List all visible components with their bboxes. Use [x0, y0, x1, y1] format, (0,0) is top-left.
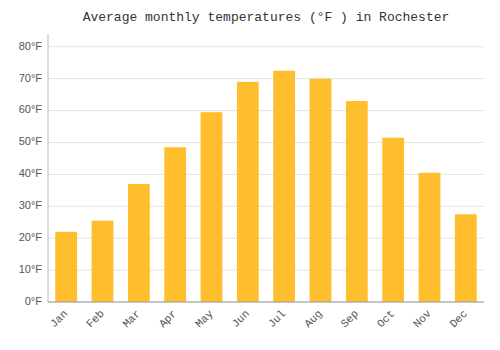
bar — [128, 184, 150, 302]
x-tick-label: Oct — [375, 308, 397, 330]
bar — [164, 147, 186, 302]
x-axis-line — [48, 302, 484, 303]
x-tick-label: Jan — [48, 308, 70, 330]
chart: 0°F 10°F 20°F 30°F 40°F 50°F 60°F 70°F 80°F Jan Fe… — [0, 0, 500, 350]
x-tick-label: Mar — [121, 308, 143, 330]
y-tick-labels: 0°F 10°F 20°F 30°F 40°F 50°F 60°F 70°F 80°F — [19, 40, 43, 307]
bar — [382, 138, 404, 302]
y-tick-label: 70°F — [19, 72, 43, 84]
grid-line — [48, 46, 484, 47]
bar — [237, 82, 259, 302]
y-tick-label: 10°F — [19, 263, 43, 275]
y-tick-label: 60°F — [19, 103, 43, 115]
x-tick-label: May — [193, 307, 216, 330]
grid-line — [48, 302, 484, 303]
title: Average monthly temperatures (°F ) in Ro… — [83, 10, 450, 25]
y-tick-label: 20°F — [19, 231, 43, 243]
x-tick-label: Jun — [230, 308, 252, 330]
bar — [455, 214, 477, 302]
bar — [55, 232, 77, 302]
y-tick-label: 40°F — [19, 167, 43, 179]
bar — [273, 71, 295, 302]
y-tick-label: 0°F — [25, 295, 43, 307]
bars — [55, 71, 476, 302]
grid-line — [48, 110, 484, 111]
bar — [310, 79, 332, 302]
x-tick-label: Nov — [411, 307, 434, 330]
grid-line — [48, 78, 484, 79]
x-tick-label: Dec — [448, 308, 470, 330]
y-tick-label: 50°F — [19, 135, 43, 147]
x-tick-label: Jul — [266, 308, 288, 330]
bar — [92, 221, 114, 302]
x-tick-label: Sep — [339, 308, 361, 330]
x-tick-labels: Jan Feb Mar Apr May Jun Jul Aug Sep Oct Nov Dec — [48, 307, 470, 330]
grid-line — [48, 142, 484, 143]
x-tick-label: Feb — [84, 308, 106, 330]
x-tick-label: Apr — [157, 308, 179, 330]
grid — [48, 47, 484, 302]
y-axis-line — [48, 34, 49, 302]
y-tick-label: 30°F — [19, 199, 43, 211]
x-tick-label: Aug — [302, 308, 324, 330]
bar — [419, 173, 441, 302]
bar — [201, 112, 223, 302]
y-tick-label: 80°F — [19, 40, 43, 52]
bar — [346, 101, 368, 302]
